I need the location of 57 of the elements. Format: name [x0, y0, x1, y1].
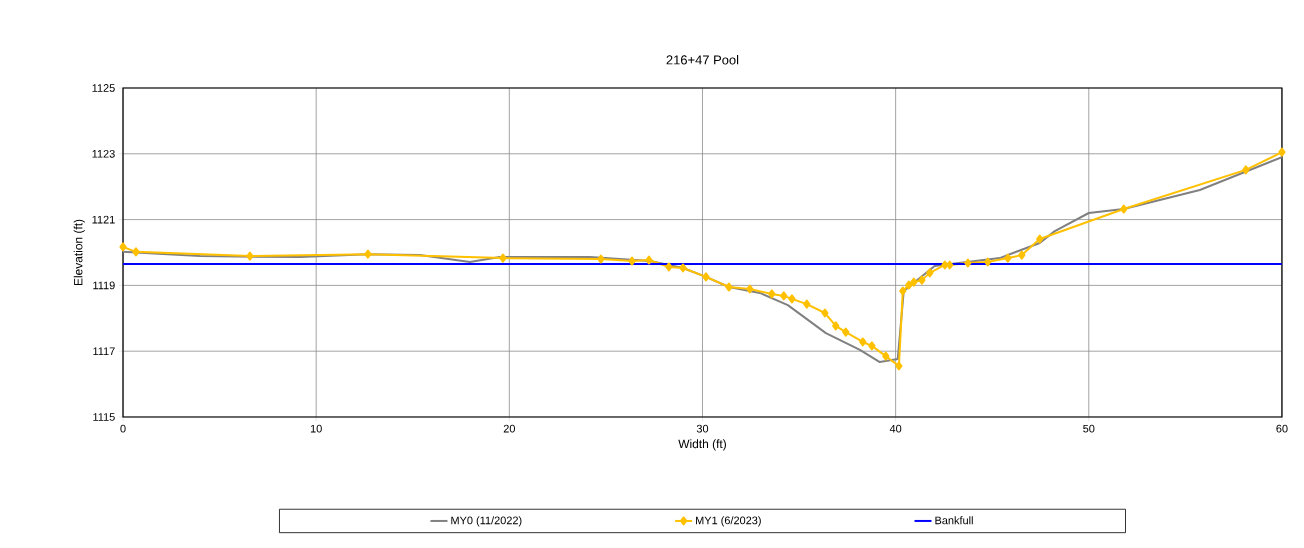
point — [132, 247, 140, 257]
y-tick-label: 1117 — [93, 347, 115, 355]
point — [842, 327, 850, 337]
point — [918, 275, 926, 285]
point — [1004, 253, 1012, 263]
point — [946, 260, 954, 270]
point — [1036, 234, 1044, 244]
point — [702, 272, 710, 282]
point — [1018, 250, 1026, 260]
x-tick-label: 40 — [889, 424, 902, 433]
y-tick-label: 1121 — [92, 215, 115, 224]
point — [746, 284, 754, 294]
point — [895, 361, 903, 371]
y-tick-label: 1115 — [93, 413, 115, 421]
point — [665, 262, 673, 272]
point — [832, 321, 840, 331]
x-tick-label: 60 — [1276, 424, 1288, 433]
x-tick-label: 20 — [503, 424, 515, 433]
point — [645, 255, 653, 265]
x-tick-label: 50 — [1083, 424, 1095, 433]
y-tick-label: 1125 — [92, 84, 115, 92]
point — [780, 291, 788, 301]
point — [725, 282, 733, 292]
x-tick-label: 10 — [310, 424, 322, 433]
point — [882, 351, 890, 361]
x-axis-title: Width (ft) — [678, 439, 726, 451]
point — [679, 263, 687, 273]
point — [1120, 204, 1128, 214]
chart-title: 216+47 Pool — [666, 54, 739, 65]
y-axis-title: Elevation (ft) — [73, 219, 85, 286]
point — [597, 254, 605, 264]
point — [984, 257, 992, 267]
point — [1242, 165, 1250, 175]
point — [364, 249, 372, 259]
point — [1278, 147, 1286, 157]
point — [499, 253, 507, 263]
point — [905, 280, 913, 290]
point — [910, 277, 918, 287]
point — [788, 294, 796, 304]
point — [119, 242, 127, 252]
point — [926, 268, 934, 278]
point — [868, 341, 876, 351]
point — [859, 337, 867, 347]
point — [768, 289, 776, 299]
x-tick-label: 0 — [120, 424, 126, 433]
legend-label: MY1 (6/2023) — [696, 516, 761, 527]
x-tick-label: 30 — [696, 424, 709, 433]
point — [899, 286, 907, 296]
point — [964, 258, 972, 268]
legend-label: Bankfull — [935, 516, 973, 525]
point — [628, 256, 636, 266]
y-tick-label: 1119 — [93, 281, 115, 290]
point — [803, 299, 811, 309]
point — [246, 251, 254, 261]
legend-label: MY0 (11/2022) — [451, 516, 522, 527]
point — [821, 308, 829, 318]
y-tick-label: 1123 — [92, 149, 115, 158]
